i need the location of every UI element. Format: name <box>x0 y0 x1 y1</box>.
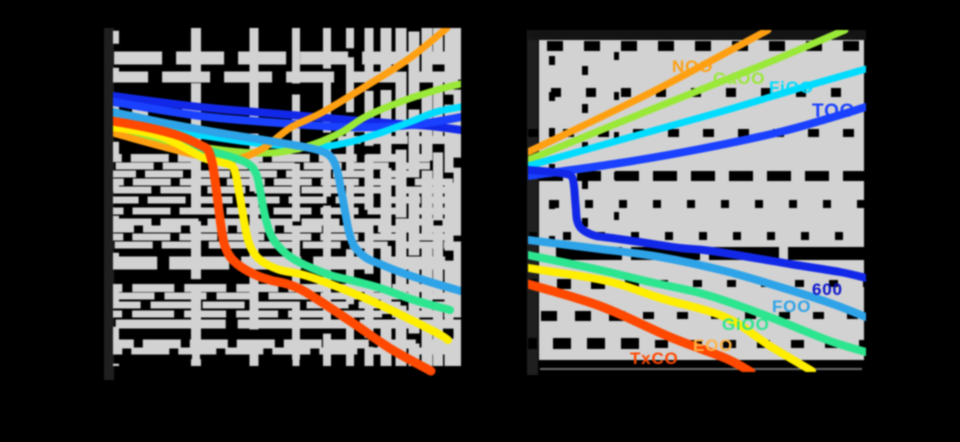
svg-text:600: 600 <box>812 280 843 299</box>
svg-text:TOO: TOO <box>812 101 855 122</box>
svg-text:EOO: EOO <box>693 336 733 355</box>
svg-text:FiOO: FiOO <box>769 78 814 97</box>
svg-text:GaOO: GaOO <box>713 69 765 88</box>
svg-text:GiOO: GiOO <box>722 315 770 334</box>
svg-text:FOO: FOO <box>772 297 811 316</box>
svg-text:TxCO: TxCO <box>630 349 679 368</box>
svg-text:NOO: NOO <box>672 57 713 76</box>
